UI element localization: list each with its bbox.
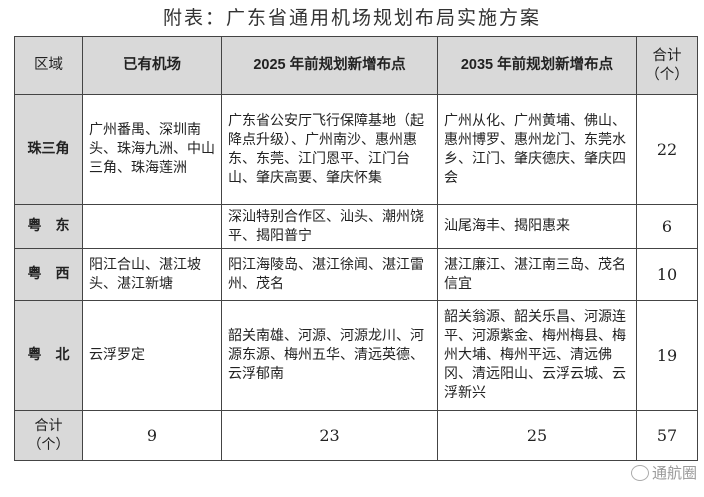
table-row: 珠三角 广州番禺、深圳南头、珠海九洲、中山三角、珠海莲洲 广东省公安厅飞行保障基…	[14, 94, 698, 205]
table-row: 粤 西 阳江合山、湛江坡头、湛江新塘 阳江海陵岛、湛江徐闻、湛江雷州、茂名 湛江…	[14, 248, 698, 301]
existing-cell: 阳江合山、湛江坡头、湛江新塘	[82, 248, 222, 301]
header-2025: 2025 年前规划新增布点	[221, 36, 438, 95]
totals-label: 合计（个）	[14, 410, 83, 461]
totals-total: 57	[636, 410, 698, 461]
watermark: 通航圈	[14, 464, 697, 482]
plan2025-cell: 阳江海陵岛、湛江徐闻、湛江雷州、茂名	[221, 248, 438, 301]
existing-cell: 云浮罗定	[82, 300, 222, 411]
plan2025-cell: 广东省公安厅飞行保障基地（起降点升级）、广州南沙、惠州惠东、东莞、江门恩平、江门…	[221, 94, 438, 205]
table-row: 粤 东 深汕特别合作区、汕头、潮州饶平、揭阳普宁 汕尾海丰、揭阳惠来 6	[14, 204, 698, 249]
airport-plan-table: 区域 已有机场 2025 年前规划新增布点 2035 年前规划新增布点 合计（个…	[14, 36, 698, 461]
plan2035-cell: 广州从化、广州黄埔、佛山、惠州博罗、惠州龙门、东莞水乡、江门、肇庆德庆、肇庆四会	[437, 94, 637, 205]
region-cell: 粤 东	[14, 204, 83, 249]
totals-2025: 23	[221, 410, 438, 461]
wechat-logo-icon	[630, 465, 649, 481]
region-cell: 粤 北	[14, 300, 83, 411]
plan2025-cell: 深汕特别合作区、汕头、潮州饶平、揭阳普宁	[221, 204, 438, 249]
existing-cell	[82, 204, 222, 249]
page-title: 附表：广东省通用机场规划布局实施方案	[162, 7, 541, 29]
header-row: 区域 已有机场 2025 年前规划新增布点 2035 年前规划新增布点 合计（个…	[14, 36, 698, 95]
totals-2035: 25	[437, 410, 637, 461]
header-total: 合计（个）	[636, 36, 698, 95]
totals-existing: 9	[82, 410, 222, 461]
total-cell: 22	[636, 94, 698, 205]
total-cell: 6	[636, 204, 698, 249]
total-cell: 10	[636, 248, 698, 301]
total-cell: 19	[636, 300, 698, 411]
header-region: 区域	[14, 36, 83, 95]
region-cell: 珠三角	[14, 94, 83, 205]
header-existing: 已有机场	[82, 36, 222, 95]
plan2035-cell: 汕尾海丰、揭阳惠来	[437, 204, 637, 249]
plan2035-cell: 湛江廉江、湛江南三岛、茂名信宜	[437, 248, 637, 301]
region-cell: 粤 西	[14, 248, 83, 301]
watermark-text: 通航圈	[651, 464, 697, 482]
table-row: 粤 北 云浮罗定 韶关南雄、河源、河源龙川、河源东源、梅州五华、清远英德、云浮郁…	[14, 300, 698, 411]
totals-row: 合计（个） 9 23 25 57	[14, 410, 698, 461]
header-2035: 2035 年前规划新增布点	[437, 36, 637, 95]
plan2035-cell: 韶关翁源、韶关乐昌、河源连平、河源紫金、梅州梅县、梅州大埔、梅州平远、清远佛冈、…	[437, 300, 637, 411]
existing-cell: 广州番禺、深圳南头、珠海九洲、中山三角、珠海莲洲	[82, 94, 222, 205]
plan2025-cell: 韶关南雄、河源、河源龙川、河源东源、梅州五华、清远英德、云浮郁南	[221, 300, 438, 411]
